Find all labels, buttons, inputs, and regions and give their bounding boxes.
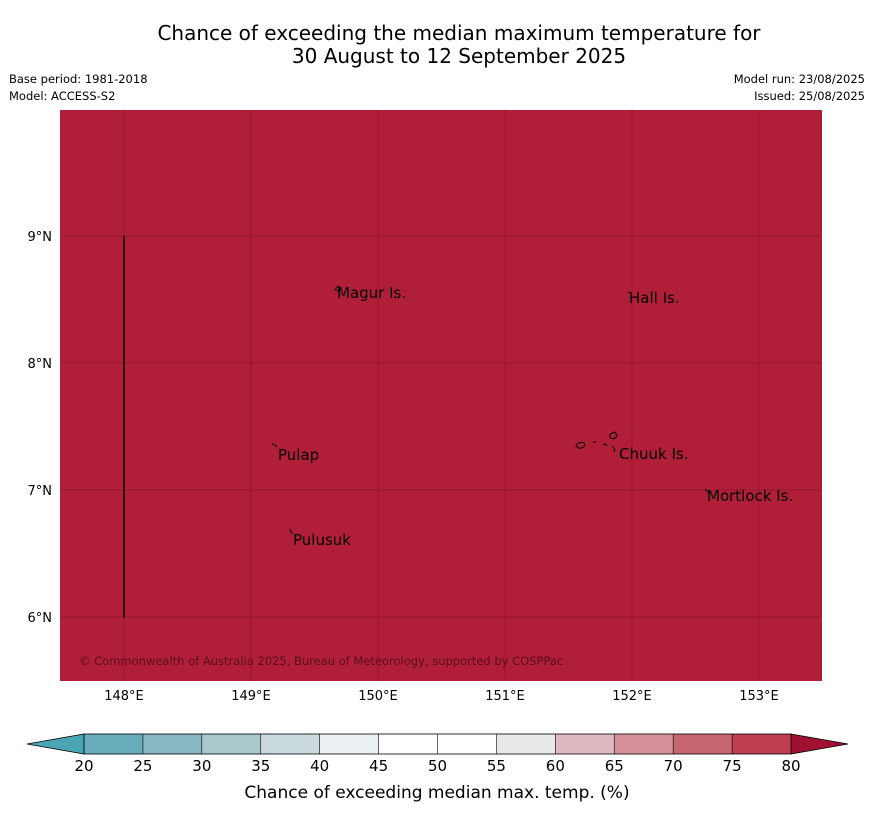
colorbar-segment	[437, 734, 497, 754]
lon-label-150e: 150°E	[358, 689, 398, 704]
title-line-1: Chance of exceeding the median maximum t…	[157, 21, 761, 45]
colorbar-under-arrow	[26, 733, 85, 755]
colorbar-tick-label: 40	[310, 757, 329, 775]
colorbar-segment	[732, 734, 792, 754]
latitude-labels: 9°N 8°N 7°N 6°N	[28, 230, 53, 626]
colorbar-tick-label: 65	[605, 757, 624, 775]
colorbar-tick-label: 55	[487, 757, 506, 775]
colorbar-segment	[555, 734, 615, 754]
lon-label-153e: 153°E	[739, 689, 779, 704]
place-label-mortlock: Mortlock Is.	[707, 487, 793, 505]
colorbar-tick-label: 75	[723, 757, 742, 775]
lat-label-7n: 7°N	[28, 484, 53, 499]
place-label-chuuk: Chuuk Is.	[619, 445, 688, 463]
lat-label-8n: 8°N	[28, 357, 53, 372]
place-label-pulusuk: Pulusuk	[293, 531, 351, 549]
lon-label-149e: 149°E	[231, 689, 271, 704]
meta-right: Model run: 23/08/2025 Issued: 25/08/2025	[734, 71, 865, 105]
lat-label-6n: 6°N	[28, 611, 53, 626]
colorbar-segment	[201, 734, 262, 754]
gridlines	[60, 110, 822, 681]
island-outlines	[271, 285, 711, 535]
colorbar-tick-label: 50	[428, 757, 447, 775]
colorbar-tick-label: 80	[781, 757, 800, 775]
longitude-labels: 148°E 149°E 150°E 151°E 152°E 153°E	[104, 689, 779, 704]
place-label-pulap: Pulap	[278, 446, 319, 464]
pulusuk-island-shape	[289, 528, 294, 535]
lon-label-151e: 151°E	[485, 689, 525, 704]
colorbar-tick-label: 45	[369, 757, 388, 775]
colorbar-tick-label: 20	[74, 757, 93, 775]
model-run: Model run: 23/08/2025	[733, 72, 865, 86]
map-title: Chance of exceeding the median maximum t…	[0, 22, 873, 68]
chuuk-island-shape-3	[602, 443, 608, 447]
colorbar-segment	[84, 734, 144, 754]
hall-island-shape	[627, 291, 631, 294]
magur-island-shape	[334, 285, 342, 292]
chuuk-island-shape-5	[611, 445, 616, 453]
issued-date: Issued: 25/08/2025	[754, 89, 865, 103]
colorbar-tick-label: 70	[664, 757, 683, 775]
place-label-magur: Magur Is.	[337, 284, 406, 302]
pulap-island-shape	[271, 443, 278, 448]
colorbar-tick-label: 25	[133, 757, 152, 775]
colorbar-segment	[496, 734, 556, 754]
mortlock-island-shape	[704, 488, 711, 495]
base-period: Base period: 1981-2018	[9, 72, 148, 86]
colorbar: 20 25 30 35 40 45 50 55 60 65 70 75 80 Chance of exc…	[26, 733, 849, 803]
colorbar-segment	[260, 734, 320, 754]
colorbar-tick-labels: 20 25 30 35 40 45 50 55 60 65 70 75 80	[74, 757, 800, 775]
model-name: Model: ACCESS-S2	[9, 89, 116, 103]
lon-label-152e: 152°E	[612, 689, 652, 704]
place-label-hall: Hall Is.	[629, 289, 680, 307]
colorbar-segment	[319, 734, 379, 754]
title-line-2: 30 August to 12 September 2025	[291, 44, 627, 68]
colorbar-frame	[83, 733, 792, 755]
colorbar-label: Chance of exceeding median max. temp. (%…	[244, 783, 629, 803]
meta-left: Base period: 1981-2018 Model: ACCESS-S2	[9, 71, 148, 105]
place-labels: Magur Is. Hall Is. Pulap Chuuk Is. Mortl…	[278, 284, 793, 549]
lon-label-148e: 148°E	[104, 689, 144, 704]
colorbar-segments	[84, 734, 792, 754]
map-area	[60, 110, 822, 681]
chuuk-island-shape-4	[609, 431, 618, 440]
colorbar-segment	[673, 734, 733, 754]
colorbar-tick-label: 35	[251, 757, 270, 775]
copyright-notice: © Commonwealth of Australia 2025, Bureau…	[79, 654, 563, 668]
colorbar-segment	[142, 734, 203, 754]
colorbar-tick-label: 30	[192, 757, 211, 775]
colorbar-tick-label: 60	[546, 757, 565, 775]
colorbar-segment	[378, 734, 438, 754]
colorbar-over-arrow	[790, 733, 849, 755]
colorbar-segment	[614, 734, 674, 754]
lat-label-9n: 9°N	[28, 230, 53, 245]
chuuk-island-shape-1	[575, 441, 586, 449]
